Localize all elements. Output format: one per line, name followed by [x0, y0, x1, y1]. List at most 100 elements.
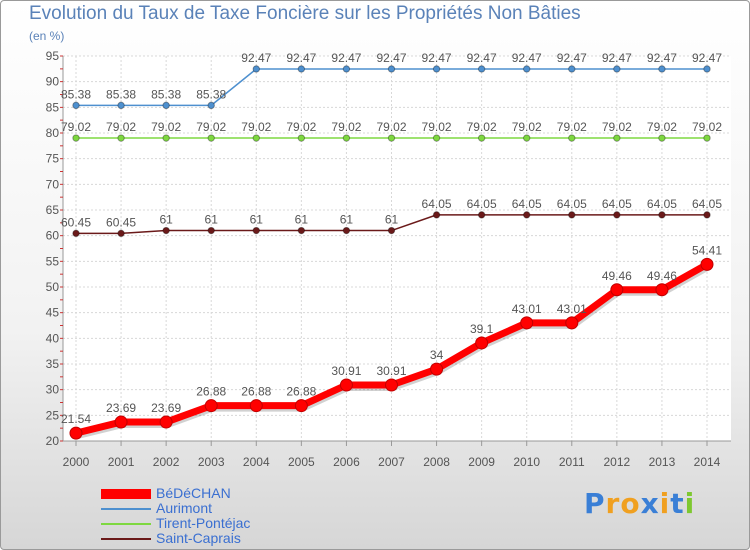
data-label: 61 — [205, 213, 219, 227]
data-label: 92.47 — [331, 51, 361, 65]
data-point — [204, 399, 218, 413]
data-point — [703, 134, 711, 142]
y-axis-unit-label: (en %) — [29, 29, 65, 43]
data-label: 26.88 — [286, 385, 316, 399]
data-point — [613, 65, 621, 73]
x-tick-label: 2001 — [108, 455, 135, 469]
y-tick-label: 25 — [46, 408, 60, 422]
data-label: 61 — [340, 213, 354, 227]
data-point — [700, 257, 714, 271]
data-point — [387, 134, 396, 142]
data-label: 39.1 — [470, 322, 494, 336]
data-label: 26.88 — [241, 385, 271, 399]
data-label: 23.69 — [151, 401, 181, 415]
legend-swatch — [101, 538, 151, 540]
data-label: 30.91 — [376, 364, 406, 378]
data-label: 92.47 — [692, 51, 722, 65]
legend-label: Tirent-Pontéjac — [156, 515, 251, 531]
y-tick-label: 20 — [46, 434, 60, 448]
x-tick-label: 2008 — [423, 455, 450, 469]
data-label: 79.02 — [467, 120, 497, 134]
data-label: 79.02 — [557, 120, 587, 134]
data-point — [117, 229, 125, 238]
data-label: 64.05 — [692, 197, 722, 211]
x-tick-label: 2013 — [649, 455, 676, 469]
data-label: 61 — [159, 213, 173, 227]
data-label: 64.05 — [512, 197, 542, 211]
y-tick-label: 85 — [46, 100, 60, 114]
data-point — [252, 65, 260, 73]
x-tick-label: 2003 — [198, 455, 225, 469]
data-point — [385, 378, 398, 392]
data-point — [387, 226, 396, 235]
data-point — [703, 211, 711, 219]
data-point — [565, 316, 579, 330]
x-tick-label: 2007 — [378, 455, 405, 469]
data-point — [297, 134, 306, 142]
data-point — [297, 226, 306, 235]
x-tick-label: 2014 — [694, 455, 721, 469]
data-label: 23.69 — [106, 401, 136, 415]
data-point — [114, 415, 128, 429]
data-point — [658, 211, 666, 219]
data-point — [523, 211, 531, 219]
data-label: 79.02 — [422, 120, 452, 134]
data-label: 64.05 — [557, 197, 587, 211]
data-label: 79.02 — [241, 120, 271, 134]
data-label: 64.05 — [602, 197, 632, 211]
data-label: 92.47 — [602, 51, 632, 65]
data-point — [207, 226, 215, 235]
x-tick-label: 2005 — [288, 455, 315, 469]
data-label: 92.47 — [647, 51, 677, 65]
data-point — [342, 134, 351, 142]
data-point — [432, 134, 441, 142]
x-tick-label: 2000 — [63, 455, 90, 469]
data-point — [72, 134, 80, 142]
data-point — [520, 316, 534, 330]
data-label: 49.46 — [647, 269, 677, 283]
data-point — [475, 336, 489, 350]
data-point — [703, 65, 711, 73]
data-point — [568, 211, 576, 219]
data-point — [72, 101, 80, 110]
data-point — [117, 101, 125, 110]
data-label: 43.01 — [557, 302, 587, 316]
data-label: 64.05 — [467, 197, 497, 211]
data-point — [249, 399, 263, 413]
data-label: 30.91 — [331, 364, 361, 378]
data-point — [658, 134, 666, 142]
legend-label: Saint-Caprais — [156, 530, 241, 546]
data-point — [658, 65, 666, 73]
data-label: 61 — [385, 213, 399, 227]
data-label: 64.05 — [647, 197, 677, 211]
data-point — [207, 134, 215, 142]
data-point — [477, 65, 486, 73]
data-point — [568, 134, 576, 142]
data-label: 92.47 — [376, 51, 406, 65]
data-point — [655, 283, 669, 297]
data-label: 85.38 — [151, 87, 181, 101]
data-label: 79.02 — [61, 120, 91, 134]
legend-label: BéDéCHAN — [156, 485, 231, 501]
y-tick-label: 30 — [46, 383, 60, 397]
data-point — [432, 211, 441, 219]
data-label: 79.02 — [647, 120, 677, 134]
plot-area — [63, 56, 731, 441]
y-tick-label: 35 — [46, 357, 60, 371]
data-label: 79.02 — [512, 120, 542, 134]
y-tick-label: 50 — [46, 280, 60, 294]
data-point — [432, 65, 441, 73]
data-label: 79.02 — [602, 120, 632, 134]
data-point — [117, 134, 125, 142]
y-tick-label: 75 — [46, 152, 60, 166]
data-label: 79.02 — [331, 120, 361, 134]
y-tick-label: 65 — [46, 203, 60, 217]
data-label: 92.47 — [557, 51, 587, 65]
data-point — [523, 134, 531, 142]
data-label: 34 — [430, 348, 444, 362]
legend-swatch — [101, 508, 151, 510]
logo-letter: P — [584, 487, 606, 520]
chart-title: Evolution du Taux de Taxe Foncière sur l… — [29, 3, 581, 24]
data-label: 61 — [250, 213, 264, 227]
